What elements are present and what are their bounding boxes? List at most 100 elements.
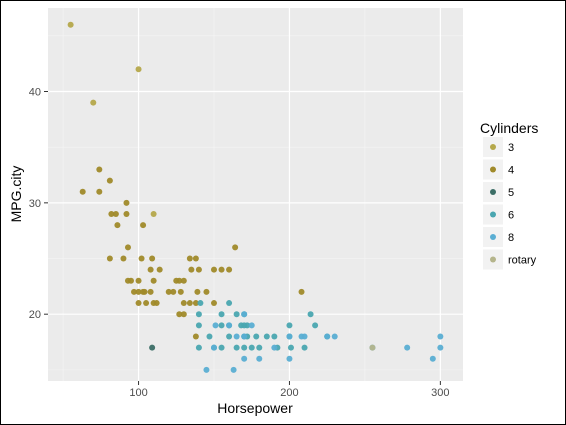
data-points bbox=[67, 21, 444, 373]
y-tick-label: 40 bbox=[29, 87, 41, 99]
legend: Cylinders 3 4 5 6 8 rotary bbox=[480, 120, 538, 270]
data-point-8 bbox=[241, 355, 248, 362]
data-point-8 bbox=[286, 355, 293, 362]
legend-key-point bbox=[490, 189, 496, 195]
data-point-6 bbox=[286, 322, 293, 329]
data-point-8 bbox=[331, 333, 338, 340]
data-point-8 bbox=[226, 322, 233, 329]
data-point-4 bbox=[124, 244, 131, 251]
legend-key-point bbox=[490, 144, 496, 150]
data-point-8 bbox=[286, 333, 293, 340]
data-point-6 bbox=[253, 333, 260, 340]
data-point-3 bbox=[90, 99, 97, 106]
data-point-4 bbox=[165, 288, 172, 295]
data-point-4 bbox=[192, 300, 199, 307]
data-point-4 bbox=[192, 255, 199, 262]
data-point-3 bbox=[67, 21, 74, 28]
data-point-8 bbox=[301, 333, 308, 340]
data-point-4 bbox=[79, 188, 86, 195]
data-point-4 bbox=[232, 244, 239, 251]
data-point-3 bbox=[150, 210, 157, 217]
data-point-6 bbox=[218, 344, 225, 351]
y-tick-label: 20 bbox=[29, 309, 41, 321]
data-point-4 bbox=[141, 288, 148, 295]
data-point-5 bbox=[149, 344, 156, 351]
data-point-4 bbox=[298, 288, 305, 295]
legend-label: 8 bbox=[508, 232, 514, 244]
data-point-6 bbox=[248, 344, 255, 351]
data-point-8 bbox=[404, 344, 411, 351]
x-tick-label: 300 bbox=[431, 387, 449, 399]
minor-gridlines bbox=[48, 8, 463, 381]
data-point-6 bbox=[233, 311, 240, 318]
legend-key-point bbox=[490, 166, 496, 173]
data-point-4 bbox=[96, 166, 103, 173]
data-point-8 bbox=[211, 344, 217, 351]
legend-title: Cylinders bbox=[480, 120, 538, 136]
data-point-4 bbox=[177, 288, 184, 295]
x-axis-ticks: 100 200 300 bbox=[129, 381, 450, 399]
data-point-4 bbox=[135, 277, 142, 284]
legend-label: 5 bbox=[508, 187, 514, 199]
data-point-4 bbox=[147, 288, 154, 295]
legend-label: 6 bbox=[508, 210, 514, 222]
data-point-4 bbox=[149, 255, 156, 262]
data-point-6 bbox=[218, 322, 225, 329]
data-point-8 bbox=[212, 322, 219, 329]
data-point-8 bbox=[233, 333, 240, 340]
data-point-4 bbox=[186, 255, 193, 262]
data-point-4 bbox=[195, 266, 202, 273]
data-point-4 bbox=[156, 266, 163, 273]
data-point-6 bbox=[195, 322, 202, 329]
data-point-6 bbox=[226, 300, 233, 307]
data-point-4 bbox=[114, 222, 121, 229]
data-point-6 bbox=[287, 344, 294, 351]
data-point-4 bbox=[211, 266, 217, 273]
data-point-4 bbox=[203, 288, 210, 295]
data-point-6 bbox=[312, 322, 319, 329]
data-point-8 bbox=[230, 366, 237, 373]
major-gridlines bbox=[48, 8, 463, 381]
data-point-rotary bbox=[369, 344, 376, 351]
x-axis-title: Horsepower bbox=[217, 400, 293, 416]
data-point-4 bbox=[218, 266, 225, 273]
data-point-6 bbox=[307, 311, 314, 318]
data-point-8 bbox=[203, 366, 210, 373]
data-point-6 bbox=[241, 344, 248, 351]
data-point-6 bbox=[195, 311, 202, 318]
legend-key-point bbox=[490, 211, 496, 218]
data-point-6 bbox=[244, 322, 251, 329]
legend-label: rotary bbox=[508, 255, 537, 267]
data-point-6 bbox=[195, 344, 202, 351]
data-point-6 bbox=[197, 300, 204, 307]
data-point-4 bbox=[96, 188, 103, 195]
y-axis-ticks: 20 30 40 bbox=[29, 87, 48, 321]
data-point-8 bbox=[429, 355, 436, 362]
data-point-4 bbox=[131, 288, 138, 295]
data-point-6 bbox=[271, 333, 278, 340]
x-tick-label: 100 bbox=[129, 387, 147, 399]
x-tick-label: 200 bbox=[280, 387, 298, 399]
data-point-4 bbox=[112, 210, 119, 217]
data-point-6 bbox=[263, 333, 270, 340]
data-point-4 bbox=[192, 333, 199, 340]
data-point-4 bbox=[123, 210, 130, 217]
data-point-8 bbox=[241, 333, 248, 340]
data-point-4 bbox=[108, 210, 115, 217]
data-point-4 bbox=[180, 277, 187, 284]
legend-key-point bbox=[490, 234, 496, 240]
legend-label: 3 bbox=[508, 142, 514, 154]
data-point-4 bbox=[180, 311, 187, 318]
data-point-6 bbox=[206, 333, 213, 340]
data-point-4 bbox=[176, 277, 183, 284]
data-point-4 bbox=[106, 177, 113, 184]
data-point-4 bbox=[123, 199, 130, 206]
data-point-4 bbox=[153, 300, 160, 307]
y-axis-title: MPG.city bbox=[8, 166, 24, 223]
data-point-8 bbox=[437, 333, 444, 340]
data-point-6 bbox=[256, 344, 263, 351]
data-point-6 bbox=[218, 311, 225, 318]
data-point-6 bbox=[226, 333, 233, 340]
legend-label: 4 bbox=[508, 165, 514, 177]
